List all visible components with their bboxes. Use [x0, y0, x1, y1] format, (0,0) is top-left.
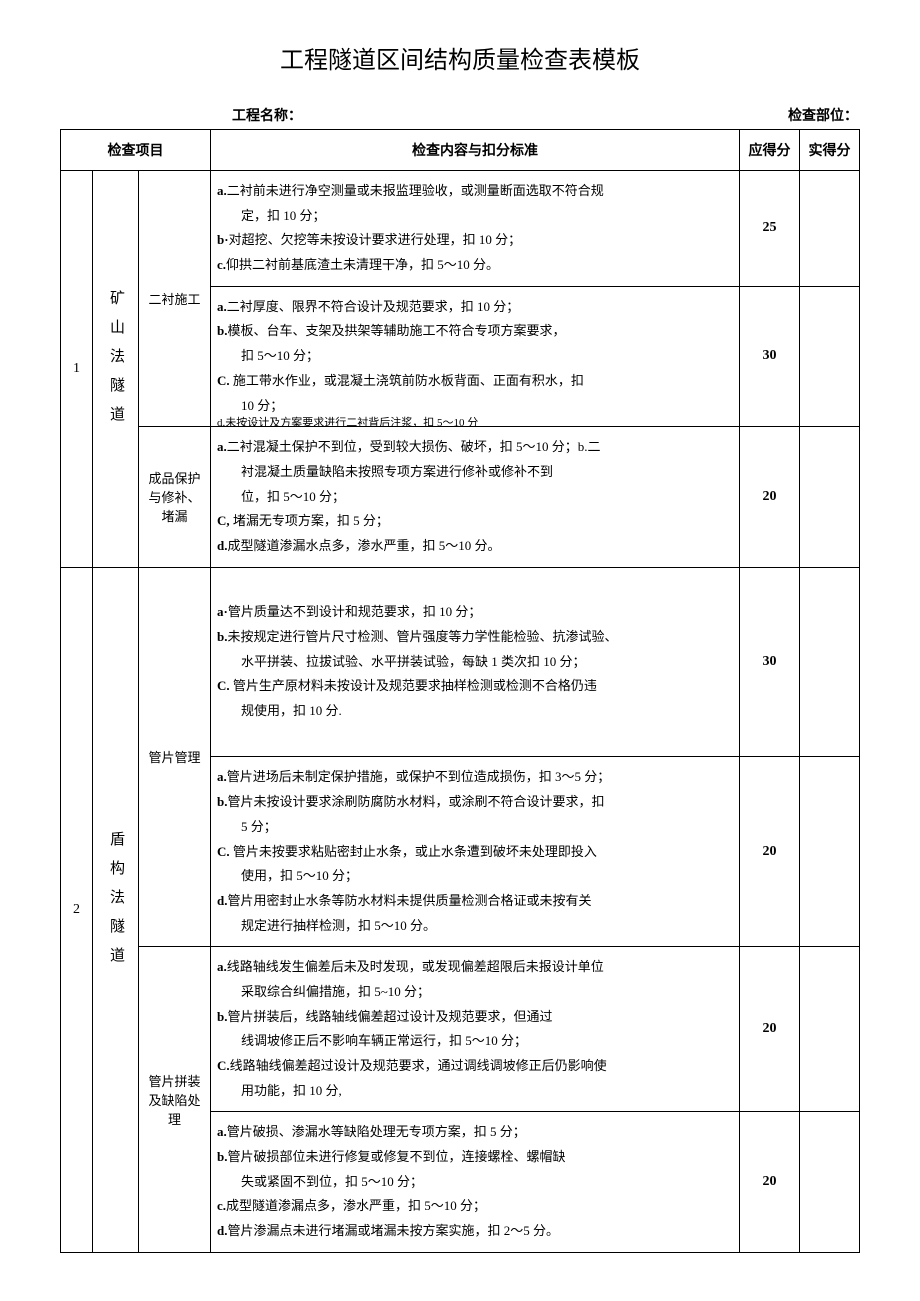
actual-cell — [800, 947, 860, 1112]
actual-cell — [800, 1112, 860, 1252]
content-cell: a·管片质量达不到设计和规范要求，扣 10 分； b.未按规定进行管片尺寸检测、… — [211, 567, 740, 757]
score-cell: 30 — [740, 567, 800, 757]
table-header-row: 检查项目 检查内容与扣分标准 应得分 实得分 — [61, 130, 860, 171]
score-cell: 20 — [740, 757, 800, 947]
actual-cell — [800, 757, 860, 947]
section2-category: 盾构法隧道 — [93, 567, 139, 1252]
inspection-table: 检查项目 检查内容与扣分标准 应得分 实得分 1 矿山法隧道 二衬施工 a.二衬… — [60, 129, 860, 1253]
content-cell: a.二衬厚度、限界不符合设计及规范要求，扣 10 分； b.模板、台车、支架及拱… — [211, 286, 740, 426]
score-cell: 25 — [740, 171, 800, 287]
section2-num: 2 — [61, 567, 93, 1252]
content-cell: a.线路轴线发生偏差后未及时发现，或发现偏差超限后未报设计单位 采取综合纠偏措施… — [211, 947, 740, 1112]
actual-cell — [800, 427, 860, 567]
section2-sub2: 管片拼装及缺陷处理 — [139, 947, 211, 1253]
content-cell: a.管片进场后未制定保护措施，或保护不到位造成损伤，扣 3～5 分； b.管片未… — [211, 757, 740, 947]
header-labels: 工程名称： 检查部位： — [60, 105, 860, 125]
table-row: 成品保护与修补、堵漏 a.二衬混凝土保护不到位，受到较大损伤、破坏，扣 5～10… — [61, 427, 860, 567]
score-cell: 20 — [740, 427, 800, 567]
header-check-item: 检查项目 — [61, 130, 211, 171]
page-title: 工程隧道区间结构质量检查表模板 — [60, 40, 860, 75]
actual-cell — [800, 171, 860, 287]
actual-cell — [800, 567, 860, 757]
section1-sub1: 二衬施工 — [139, 171, 211, 427]
table-row: 2 盾构法隧道 管片管理 a·管片质量达不到设计和规范要求，扣 10 分； b.… — [61, 567, 860, 757]
score-cell: 20 — [740, 1112, 800, 1252]
section1-category: 矿山法隧道 — [93, 171, 139, 568]
section1-num: 1 — [61, 171, 93, 568]
content-cell: a.二衬混凝土保护不到位，受到较大损伤、破坏，扣 5～10 分；b.二 衬混凝土… — [211, 427, 740, 567]
actual-cell — [800, 286, 860, 426]
section1-sub2: 成品保护与修补、堵漏 — [139, 427, 211, 567]
dept-label: 检查部位： — [788, 105, 858, 125]
header-content: 检查内容与扣分标准 — [211, 130, 740, 171]
table-row: 1 矿山法隧道 二衬施工 a.二衬前未进行净空测量或未报监理验收，或测量断面选取… — [61, 171, 860, 287]
header-actual-score: 实得分 — [800, 130, 860, 171]
project-name-label: 工程名称： — [232, 105, 302, 125]
content-cell: a.管片破损、渗漏水等缺陷处理无专项方案，扣 5 分； b.管片破损部位未进行修… — [211, 1112, 740, 1252]
header-should-score: 应得分 — [740, 130, 800, 171]
table-row: 管片拼装及缺陷处理 a.线路轴线发生偏差后未及时发现，或发现偏差超限后未报设计单… — [61, 947, 860, 1112]
score-cell: 30 — [740, 286, 800, 426]
section2-sub1: 管片管理 — [139, 567, 211, 947]
score-cell: 20 — [740, 947, 800, 1112]
content-cell: a.二衬前未进行净空测量或未报监理验收，或测量断面选取不符合规 定，扣 10 分… — [211, 171, 740, 287]
